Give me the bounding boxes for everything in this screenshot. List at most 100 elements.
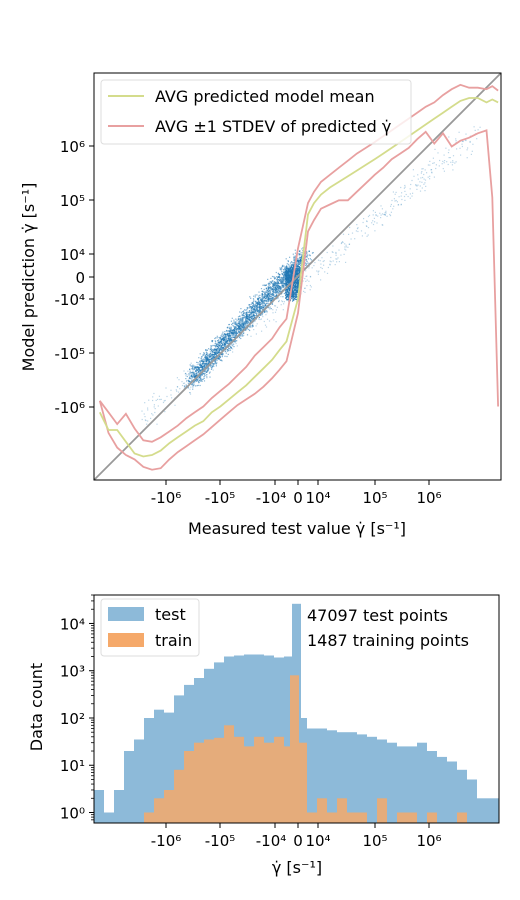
scatter-point: [264, 310, 266, 312]
scatter-point: [199, 378, 201, 380]
scatter-point: [218, 342, 220, 345]
scatter-point: [273, 319, 275, 321]
scatter-point: [247, 316, 249, 318]
scatter-point: [210, 351, 212, 353]
scatter-point: [251, 326, 253, 328]
scatter-point: [196, 372, 198, 374]
scatter-point: [210, 346, 212, 348]
scatter-point: [233, 329, 235, 331]
scatter-point: [228, 335, 230, 337]
scatter-point: [345, 246, 347, 248]
scatter-point: [479, 126, 481, 128]
scatter-point: [285, 258, 287, 260]
scatter-point: [228, 331, 231, 333]
scatter-point: [285, 296, 287, 298]
scatter-point: [233, 329, 235, 331]
scatter-point: [244, 326, 246, 328]
scatter-point: [298, 266, 301, 268]
scatter-point: [271, 303, 273, 305]
scatter-point: [287, 275, 289, 277]
scatter-point: [248, 310, 250, 312]
scatter-point: [240, 312, 242, 314]
scatter-point: [289, 300, 291, 302]
scatter-point: [427, 176, 429, 178]
histogram-bar-train: [407, 812, 417, 823]
scatter-point: [213, 355, 215, 358]
scatter-point: [304, 278, 306, 280]
scatter-point: [454, 162, 456, 164]
scatter-point: [332, 260, 334, 262]
scatter-point: [163, 400, 165, 402]
scatter-point: [206, 377, 208, 379]
scatter-point: [292, 273, 294, 275]
scatter-point: [213, 352, 215, 354]
scatter-point: [290, 270, 292, 272]
scatter-point: [258, 300, 260, 302]
scatter-point: [283, 265, 285, 267]
scatter-point: [195, 378, 197, 381]
scatter-point: [220, 354, 222, 356]
scatter-point: [452, 169, 454, 171]
scatter-point: [195, 371, 197, 373]
scatter-point: [254, 309, 256, 311]
scatter-point: [145, 419, 147, 422]
scatter-point: [417, 184, 419, 186]
scatter-point: [275, 309, 277, 311]
scatter-point: [292, 298, 294, 300]
scatter-point: [214, 349, 216, 351]
scatter-point: [458, 131, 460, 133]
scatter-point: [228, 342, 230, 345]
scatter-point: [354, 238, 356, 240]
scatter-point: [291, 277, 293, 279]
scatter-point: [215, 361, 217, 363]
scatter-point: [296, 285, 298, 287]
scatter-point: [262, 291, 264, 293]
scatter-point: [238, 332, 240, 334]
scatter-point: [184, 373, 186, 375]
scatter-point: [225, 342, 227, 344]
scatter-point: [176, 386, 178, 388]
scatter-point: [253, 313, 255, 315]
scatter-point: [219, 341, 221, 343]
scatter-point: [299, 271, 301, 273]
scatter-point: [297, 258, 299, 260]
scatter-point: [310, 286, 312, 288]
scatter-point: [211, 353, 213, 355]
scatter-point: [251, 309, 253, 311]
scatter-point: [267, 306, 269, 308]
scatter-point: [299, 260, 302, 262]
scatter-point: [157, 405, 159, 407]
scatter-point: [206, 369, 208, 371]
scatter-point: [235, 318, 237, 320]
scatter-point: [281, 285, 283, 287]
scatter-point: [275, 283, 277, 285]
scatter-point: [400, 195, 402, 197]
scatter-point: [276, 283, 278, 285]
scatter-point: [371, 222, 373, 224]
scatter-point: [192, 384, 194, 386]
scatter-point: [293, 266, 295, 268]
scatter-point: [204, 354, 206, 357]
scatter-point: [254, 305, 256, 307]
scatter-point: [227, 335, 229, 337]
scatter-point: [338, 261, 340, 263]
scatter-point: [289, 289, 291, 291]
scatter-point: [321, 267, 323, 270]
scatter-point: [297, 266, 300, 268]
scatter-point: [251, 324, 254, 326]
scatter-point: [256, 306, 259, 308]
scatter-point: [221, 347, 223, 349]
scatter-point: [285, 288, 287, 290]
y-tick: 10⁰: [60, 805, 94, 823]
scatter-point: [198, 368, 200, 370]
scatter-point: [230, 331, 232, 333]
scatter-point: [290, 270, 293, 272]
scatter-point: [284, 267, 286, 269]
scatter-point: [243, 312, 245, 314]
scatter-point: [473, 126, 475, 128]
scatter-point: [331, 251, 333, 253]
scatter-point: [419, 185, 421, 187]
scatter-point: [238, 323, 240, 326]
